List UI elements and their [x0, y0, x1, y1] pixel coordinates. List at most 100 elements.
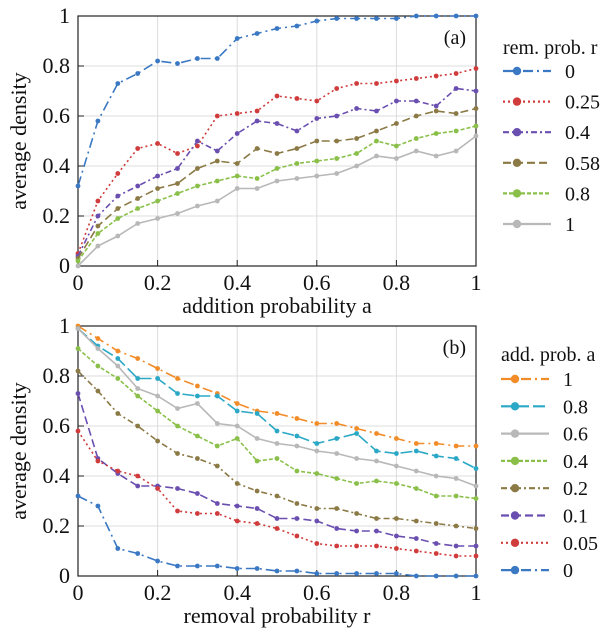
data-point [294, 433, 300, 439]
data-point [433, 73, 439, 79]
data-point [453, 111, 459, 116]
data-point [374, 528, 379, 534]
data-point [314, 138, 320, 144]
data-point [254, 31, 260, 36]
data-point [155, 186, 161, 191]
legend-title-a: rem. prob. r [503, 37, 598, 59]
data-point [175, 486, 180, 491]
data-point [274, 178, 280, 184]
data-point [254, 108, 260, 114]
data-point [334, 86, 340, 91]
data-point [135, 393, 141, 399]
data-point [115, 171, 121, 176]
data-point [473, 526, 479, 531]
data-point [394, 451, 399, 456]
chart-panel-a: 000.20.20.40.40.60.60.80.811 (a) additio… [6, 3, 600, 318]
ticks-b: 00 0.2 0.2 0.4 0.4 0.6 0.6 0.8 0.8 1 1 [43, 313, 482, 605]
data-point [394, 546, 399, 551]
data-point [115, 233, 121, 239]
y-tick-label: 0 [59, 563, 70, 588]
data-point [274, 456, 280, 461]
data-point [234, 423, 240, 429]
x-tick-label: 0.6 [303, 270, 331, 295]
x-tick-label: 0.4 [223, 270, 251, 295]
legend-marker [510, 484, 520, 493]
data-point [433, 453, 439, 459]
data-point [394, 98, 399, 104]
legend-marker [512, 158, 522, 167]
data-point [274, 441, 280, 446]
data-point [175, 151, 180, 156]
series-line-0.05 [77, 430, 476, 557]
data-point [394, 78, 399, 84]
x-axis-label-a: addition probability a [182, 293, 372, 318]
data-point [354, 571, 359, 576]
data-point [433, 521, 439, 526]
data-point [334, 436, 340, 441]
legend-marker [510, 402, 520, 411]
data-point [334, 526, 340, 531]
data-point [75, 368, 81, 374]
data-point [214, 501, 220, 506]
data-point [195, 456, 200, 461]
data-point [254, 458, 260, 464]
data-point [234, 36, 240, 41]
data-point [214, 148, 220, 154]
data-point [354, 81, 359, 86]
data-point [254, 176, 260, 181]
legend-a: rem. prob. r 0 0.25 0.4 0.58 0.8 1 [503, 37, 600, 236]
data-point [254, 506, 260, 511]
legend-marker [510, 565, 520, 575]
data-point [394, 533, 399, 539]
y-tick-label: 0.4 [43, 153, 71, 178]
data-point [195, 56, 200, 61]
data-point [75, 258, 81, 264]
data-point [394, 16, 399, 21]
data-point [294, 23, 300, 29]
legend-label-0.4: 0.4 [563, 451, 588, 473]
data-point [453, 456, 459, 461]
x-tick-label: 1 [471, 270, 482, 295]
data-point [195, 393, 200, 399]
data-point [433, 108, 439, 114]
data-point [115, 216, 121, 221]
data-point [155, 486, 161, 491]
data-point [214, 393, 220, 399]
data-point [274, 428, 280, 434]
series-line-0 [77, 495, 476, 577]
data-point [453, 128, 459, 134]
data-point [95, 458, 101, 464]
data-point [75, 326, 81, 331]
data-point [254, 146, 260, 151]
data-point [314, 173, 320, 179]
data-point [155, 393, 161, 399]
x-tick-label: 0 [73, 580, 84, 605]
data-point [473, 88, 479, 94]
data-point [413, 548, 419, 554]
data-point [234, 161, 240, 166]
legend-label-0.1: 0.1 [563, 506, 588, 528]
data-point [135, 376, 141, 381]
data-point [135, 71, 141, 76]
data-point [314, 18, 320, 24]
series-line-0.4 [77, 87, 477, 257]
legend-b: add. prob. a 1 0.8 0.6 0.4 0.2 0.1 0.05 0 [501, 344, 598, 582]
legend-marker [510, 538, 520, 547]
panel-label-b: (b) [443, 337, 466, 359]
legend-marker [510, 374, 520, 384]
data-point [413, 536, 419, 541]
data-point [214, 511, 220, 516]
data-point [195, 183, 200, 189]
data-point [394, 436, 399, 441]
data-point [354, 481, 359, 486]
data-point [334, 156, 340, 161]
data-point [254, 521, 260, 526]
data-point [314, 541, 320, 546]
data-point [155, 558, 161, 564]
data-point [433, 103, 439, 109]
data-point [254, 566, 260, 571]
data-point [413, 13, 419, 19]
data-point [175, 376, 180, 381]
legend-label-0.25: 0.25 [565, 92, 600, 114]
data-point [195, 143, 200, 149]
